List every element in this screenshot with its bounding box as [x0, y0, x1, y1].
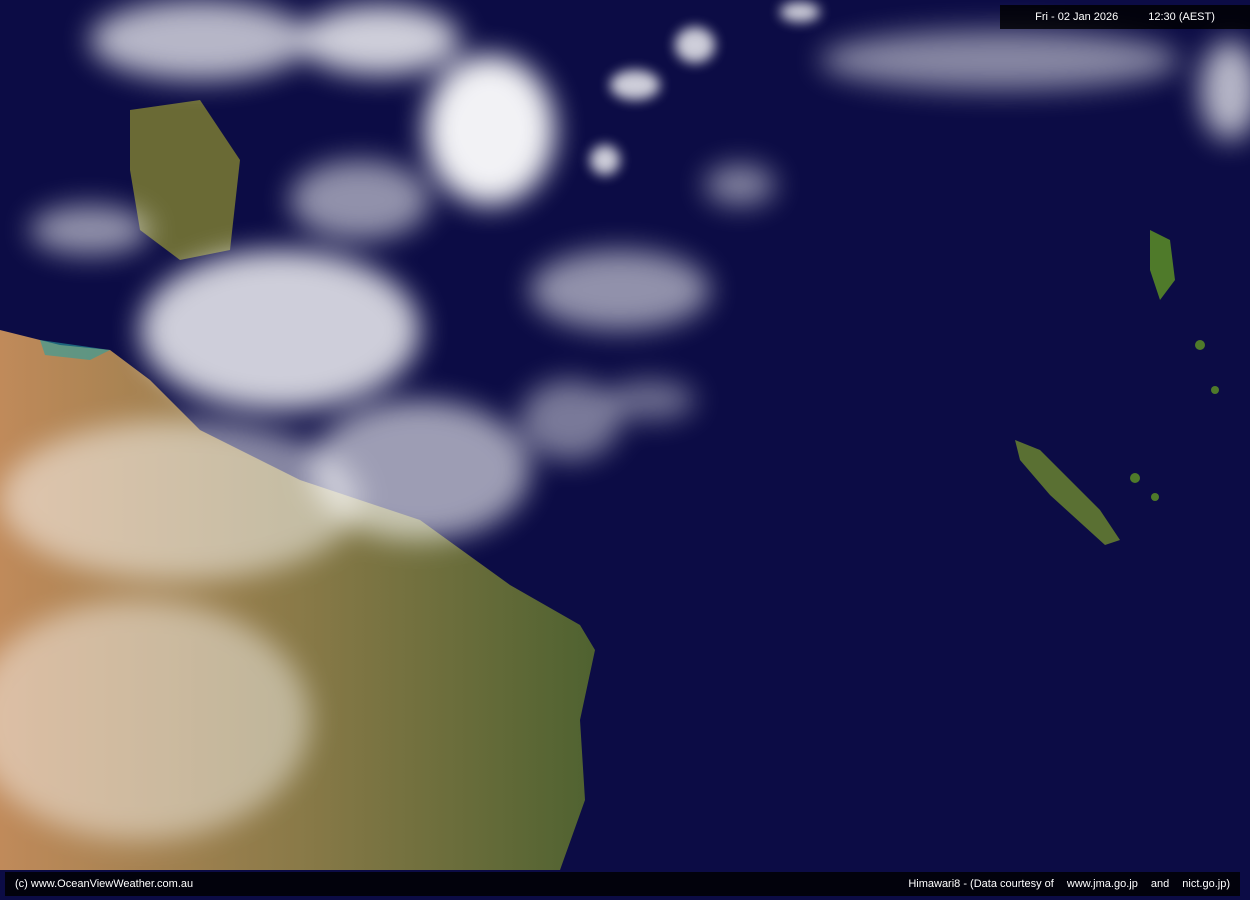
data-credit: Himawari8 - (Data courtesy of www.jma.go…: [898, 878, 1230, 890]
clouds: [0, 0, 1250, 840]
timestamp-bar: Fri - 02 Jan 2026 12:30 (AEST): [1000, 5, 1250, 29]
satellite-text: Himawari8 - (Data courtesy of: [908, 878, 1054, 890]
date-label: Fri - 02 Jan 2026: [1035, 11, 1119, 23]
and-text: and: [1150, 878, 1170, 890]
copyright-text: (c) www.OceanViewWeather.com.au: [15, 878, 194, 890]
credits-bar: (c) www.OceanViewWeather.com.au Himawari…: [5, 872, 1240, 896]
source-nict: nict.go.jp): [1182, 878, 1230, 890]
land-new-caledonia: [1015, 230, 1219, 545]
time-label: 12:30 (AEST): [1148, 11, 1215, 23]
source-jma: www.jma.go.jp: [1066, 878, 1138, 890]
